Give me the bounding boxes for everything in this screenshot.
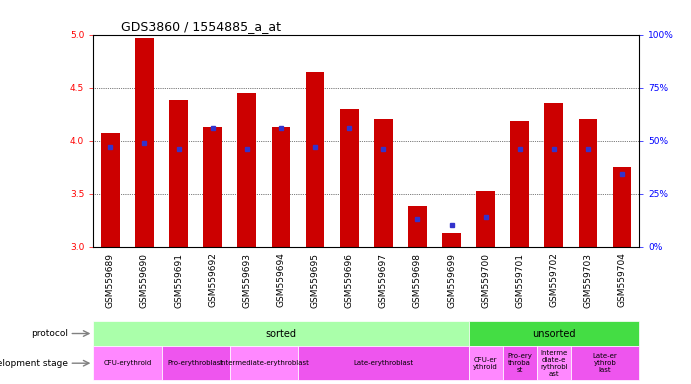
- Text: Pro-erythroblast: Pro-erythroblast: [168, 360, 224, 366]
- Bar: [578, 119, 598, 247]
- Bar: [203, 127, 222, 247]
- Bar: [298, 346, 468, 380]
- Bar: [468, 321, 639, 346]
- Bar: [135, 38, 154, 247]
- Text: Late-er
ythrob
last: Late-er ythrob last: [593, 353, 618, 373]
- Text: GSM559693: GSM559693: [243, 253, 252, 308]
- Text: GSM559691: GSM559691: [174, 253, 183, 308]
- Bar: [476, 192, 495, 247]
- Text: GSM559692: GSM559692: [208, 253, 217, 308]
- Text: development stage: development stage: [0, 359, 68, 368]
- Text: GSM559704: GSM559704: [618, 253, 627, 308]
- Text: GSM559698: GSM559698: [413, 253, 422, 308]
- Bar: [93, 321, 468, 346]
- Text: GSM559694: GSM559694: [276, 253, 285, 308]
- Bar: [537, 346, 571, 380]
- Bar: [511, 121, 529, 247]
- Text: CFU-er
ythroid: CFU-er ythroid: [473, 357, 498, 370]
- Text: GSM559690: GSM559690: [140, 253, 149, 308]
- Bar: [169, 100, 188, 247]
- Bar: [340, 109, 359, 247]
- Bar: [101, 133, 120, 247]
- Text: unsorted: unsorted: [532, 329, 576, 339]
- Text: GSM559700: GSM559700: [481, 253, 490, 308]
- Bar: [571, 346, 639, 380]
- Bar: [545, 103, 563, 247]
- Bar: [503, 346, 537, 380]
- Text: Pro-ery
throba
st: Pro-ery throba st: [507, 353, 532, 373]
- Text: GSM559702: GSM559702: [549, 253, 558, 308]
- Text: GSM559699: GSM559699: [447, 253, 456, 308]
- Text: sorted: sorted: [265, 329, 296, 339]
- Text: GSM559697: GSM559697: [379, 253, 388, 308]
- Text: GSM559689: GSM559689: [106, 253, 115, 308]
- Text: CFU-erythroid: CFU-erythroid: [103, 360, 151, 366]
- Bar: [229, 346, 298, 380]
- Text: protocol: protocol: [30, 329, 68, 338]
- Text: Intermediate-erythroblast: Intermediate-erythroblast: [219, 360, 309, 366]
- Bar: [93, 346, 162, 380]
- Text: GSM559695: GSM559695: [310, 253, 319, 308]
- Text: Interme
diate-e
rythrobl
ast: Interme diate-e rythrobl ast: [540, 350, 568, 377]
- Bar: [408, 206, 427, 247]
- Bar: [305, 72, 325, 247]
- Bar: [162, 346, 229, 380]
- Text: GSM559696: GSM559696: [345, 253, 354, 308]
- Bar: [442, 233, 461, 247]
- Text: GSM559701: GSM559701: [515, 253, 524, 308]
- Bar: [613, 167, 632, 247]
- Bar: [238, 93, 256, 247]
- Text: GDS3860 / 1554885_a_at: GDS3860 / 1554885_a_at: [121, 20, 281, 33]
- Bar: [468, 346, 503, 380]
- Text: Late-erythroblast: Late-erythroblast: [353, 360, 413, 366]
- Bar: [374, 119, 392, 247]
- Bar: [272, 127, 290, 247]
- Text: GSM559703: GSM559703: [583, 253, 592, 308]
